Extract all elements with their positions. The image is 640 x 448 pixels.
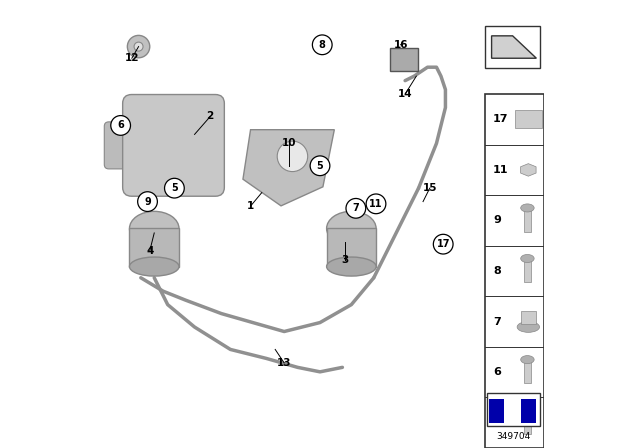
Text: 7: 7 [353, 203, 359, 213]
FancyBboxPatch shape [521, 311, 536, 324]
Text: 11: 11 [493, 165, 508, 175]
Text: 8: 8 [319, 40, 326, 50]
Ellipse shape [521, 406, 534, 414]
Ellipse shape [521, 254, 534, 263]
Circle shape [346, 198, 365, 218]
Ellipse shape [517, 322, 540, 332]
FancyBboxPatch shape [524, 361, 531, 383]
Text: 11: 11 [369, 199, 383, 209]
Polygon shape [243, 130, 334, 206]
FancyBboxPatch shape [515, 110, 541, 128]
Circle shape [138, 192, 157, 211]
Circle shape [134, 42, 143, 51]
Ellipse shape [326, 257, 376, 276]
Circle shape [366, 194, 386, 214]
Circle shape [111, 116, 131, 135]
Text: 16: 16 [394, 40, 408, 50]
FancyBboxPatch shape [521, 399, 536, 423]
Text: 6: 6 [117, 121, 124, 130]
Text: 7: 7 [493, 317, 500, 327]
Text: 8: 8 [493, 266, 500, 276]
Text: 5: 5 [171, 183, 178, 193]
FancyBboxPatch shape [104, 122, 148, 169]
Text: 12: 12 [125, 53, 139, 63]
FancyBboxPatch shape [524, 412, 531, 434]
FancyBboxPatch shape [505, 399, 520, 423]
Text: 349704: 349704 [497, 432, 531, 441]
Polygon shape [492, 36, 536, 58]
Ellipse shape [521, 356, 534, 364]
Text: 5: 5 [493, 418, 500, 428]
Text: 9: 9 [144, 197, 151, 207]
FancyBboxPatch shape [524, 260, 531, 282]
Circle shape [433, 234, 453, 254]
Text: 1: 1 [247, 201, 254, 211]
Text: 4: 4 [146, 246, 154, 256]
Ellipse shape [129, 211, 179, 246]
FancyBboxPatch shape [485, 94, 544, 448]
Ellipse shape [326, 211, 376, 246]
Text: 2: 2 [207, 112, 214, 121]
Text: 14: 14 [398, 89, 412, 99]
FancyBboxPatch shape [123, 95, 225, 196]
Text: 17: 17 [493, 114, 508, 125]
FancyBboxPatch shape [326, 228, 376, 267]
FancyBboxPatch shape [524, 209, 531, 232]
Polygon shape [520, 164, 536, 176]
Circle shape [312, 35, 332, 55]
FancyBboxPatch shape [487, 393, 540, 426]
FancyBboxPatch shape [390, 48, 418, 71]
Text: 15: 15 [422, 183, 437, 193]
FancyBboxPatch shape [489, 399, 504, 423]
Circle shape [164, 178, 184, 198]
Circle shape [310, 156, 330, 176]
Circle shape [127, 35, 150, 58]
Text: 9: 9 [493, 215, 501, 225]
Text: 10: 10 [282, 138, 296, 148]
Text: 6: 6 [493, 367, 501, 377]
FancyBboxPatch shape [96, 0, 485, 448]
Ellipse shape [521, 204, 534, 212]
Circle shape [277, 141, 308, 172]
Text: 13: 13 [277, 358, 291, 368]
Text: 17: 17 [436, 239, 450, 249]
Text: 5: 5 [317, 161, 323, 171]
FancyBboxPatch shape [129, 228, 179, 267]
Ellipse shape [129, 257, 179, 276]
Text: 3: 3 [341, 255, 348, 265]
FancyBboxPatch shape [485, 26, 540, 68]
